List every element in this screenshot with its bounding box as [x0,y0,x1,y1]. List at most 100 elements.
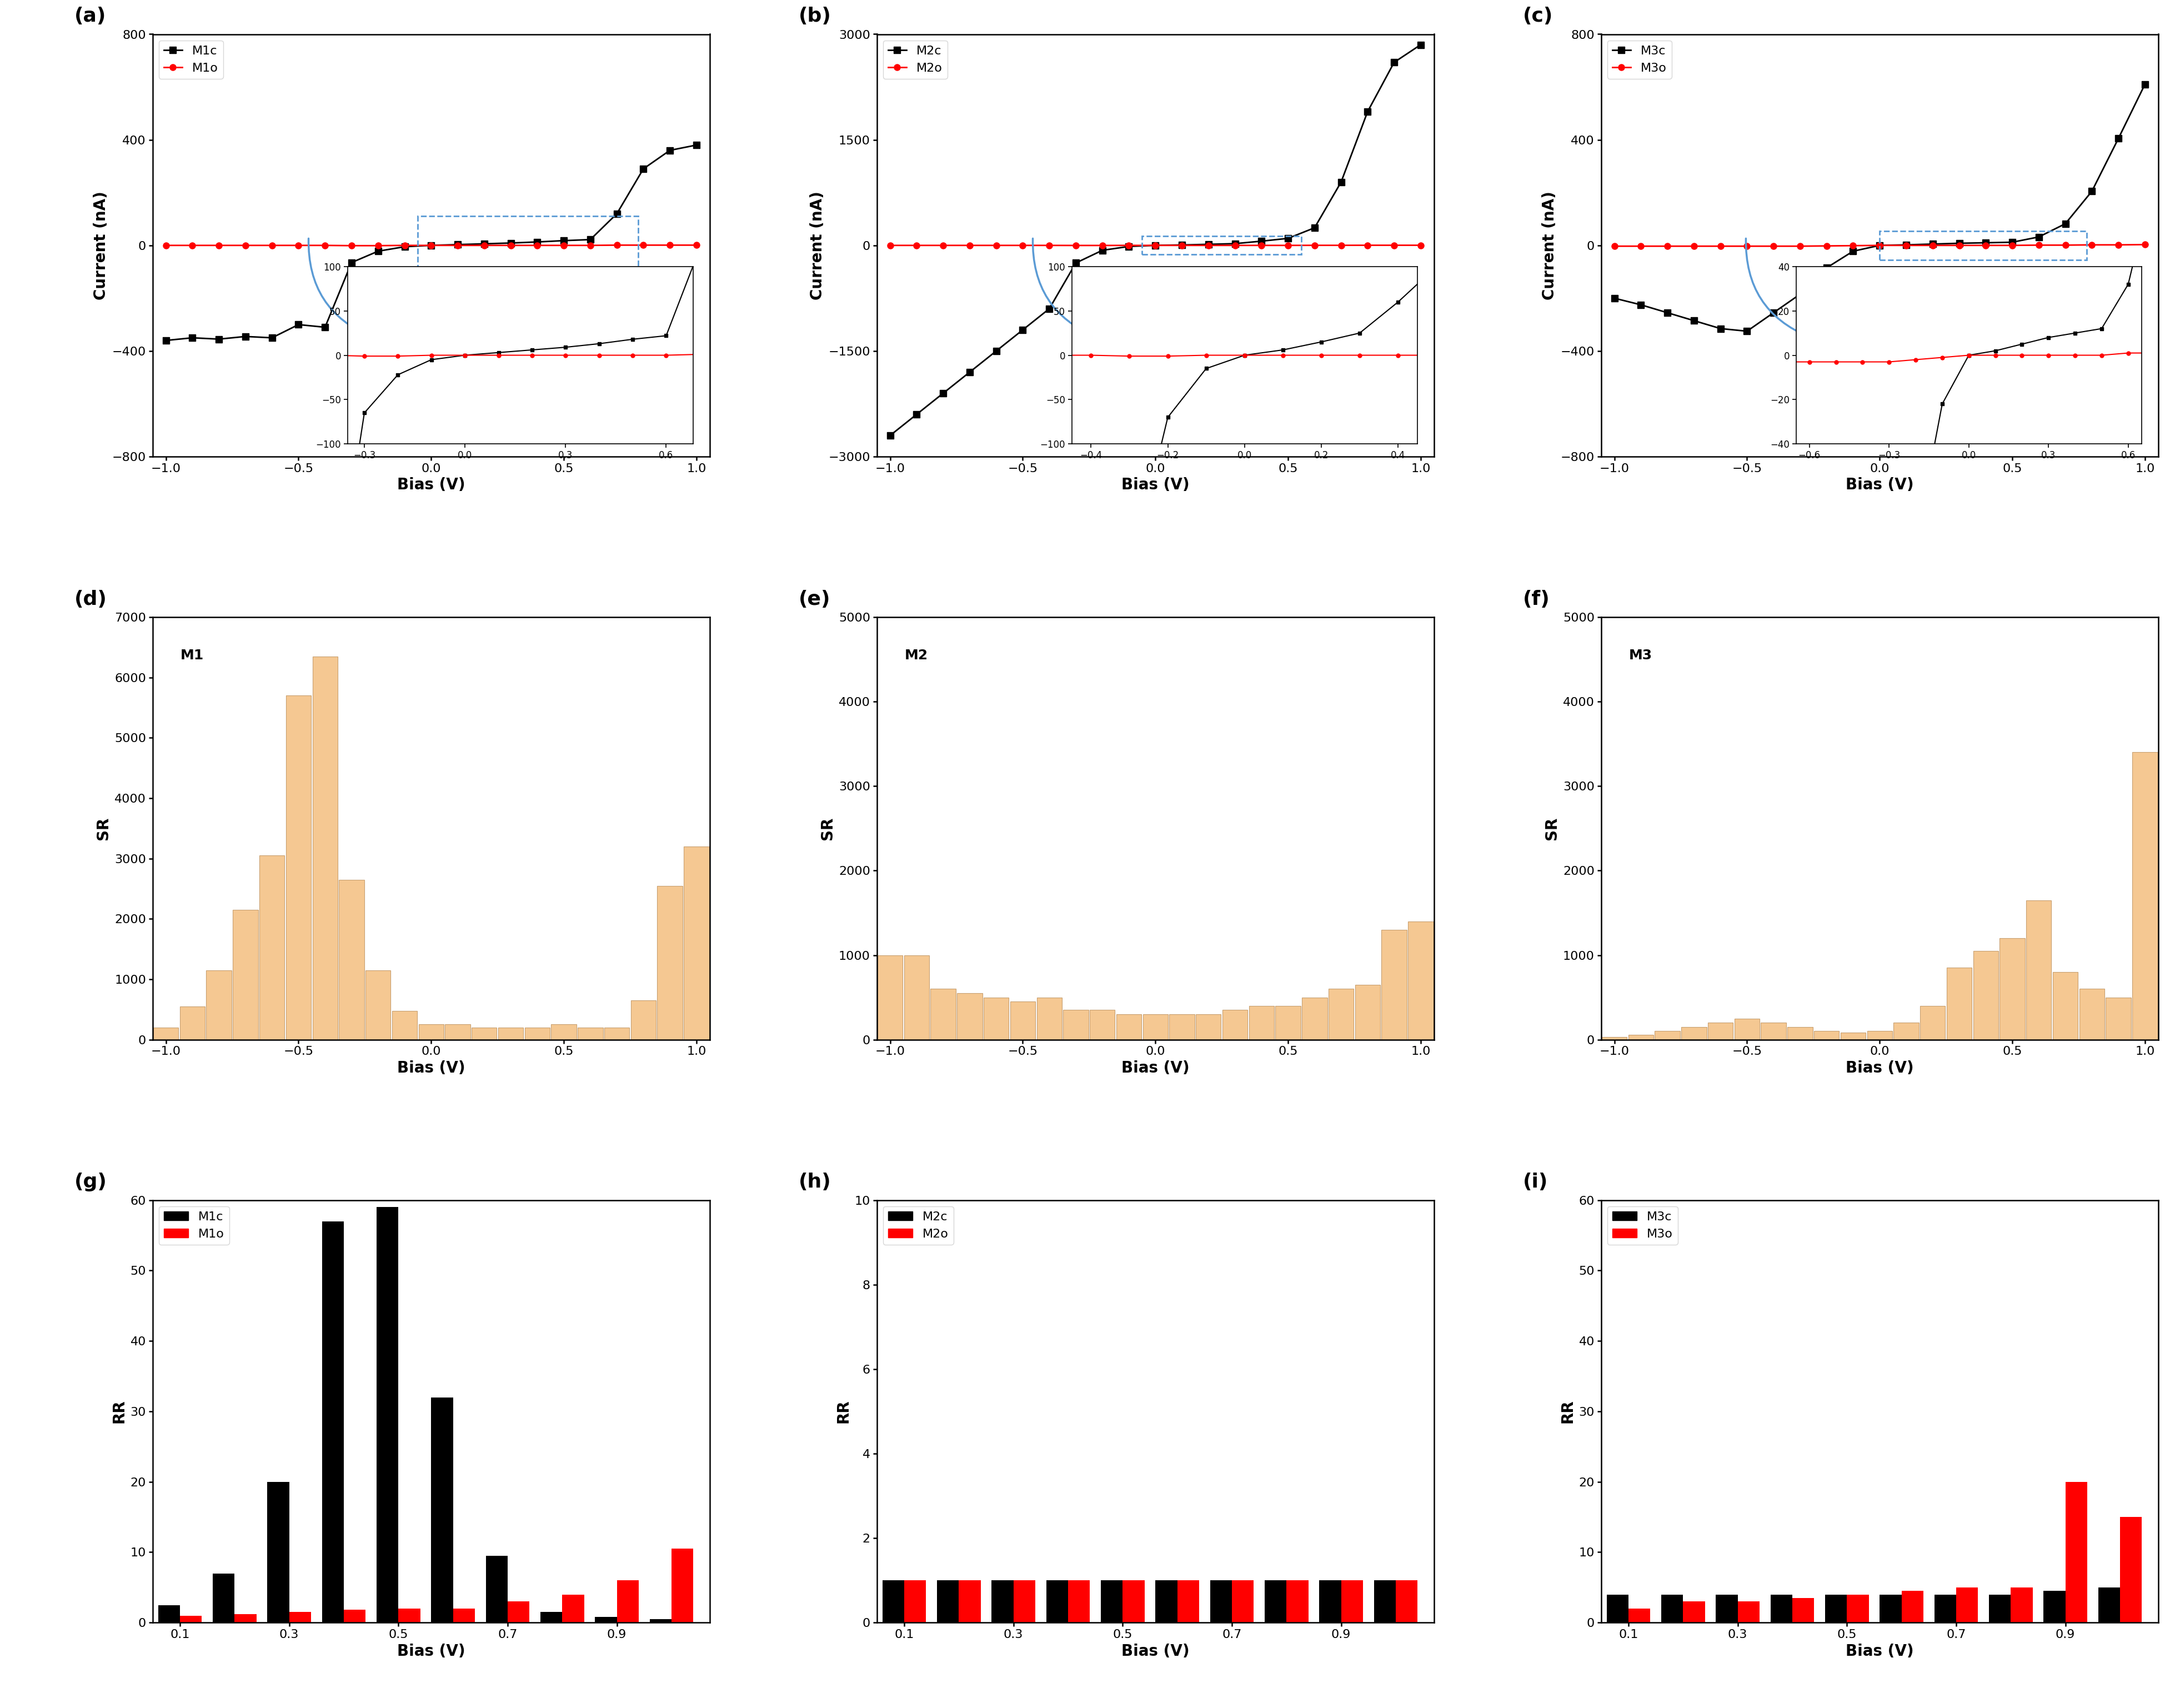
M3c [1892,234,1918,254]
M1c [179,328,205,348]
M2o [1009,236,1036,256]
Bar [1009,1001,1036,1040]
Bar [259,856,286,1040]
X-axis label: Bias (V): Bias (V) [1846,1643,1914,1658]
Bar [2132,752,2158,1040]
M2c [1116,236,1142,256]
M1c [604,203,630,224]
Bar [685,847,708,1040]
Bar [286,695,312,1040]
M1o [312,236,338,256]
Text: (i): (i) [1524,1173,1548,1192]
Y-axis label: SR: SR [96,816,111,840]
M2c [1408,34,1434,55]
Bar [1973,951,1999,1040]
Bar [541,1612,562,1623]
Bar [1879,1595,1901,1623]
M1c [286,314,312,335]
M2c [1062,253,1088,273]
M2o [1249,236,1275,256]
M1o [497,236,523,256]
M2o [1408,236,1434,256]
M2o [931,236,957,256]
Bar [1737,1602,1759,1623]
M1o [179,236,205,256]
Bar [1142,1015,1168,1040]
Bar [1921,1006,1945,1040]
Text: (c): (c) [1524,7,1554,26]
M3o [1892,236,1918,256]
M2o [1382,236,1408,256]
Text: (b): (b) [798,7,831,26]
Bar [1373,1580,1395,1623]
Bar [1607,1595,1628,1623]
M1c [233,326,259,347]
M3c [1999,232,2025,253]
M3o [1866,236,1892,256]
Bar [1408,921,1432,1040]
Bar [312,656,338,1040]
Text: (d): (d) [74,589,107,608]
X-axis label: Bias (V): Bias (V) [397,1643,464,1658]
M2c [1354,101,1380,121]
Bar [552,1025,576,1040]
M2c [1382,51,1408,72]
Bar [2119,1517,2141,1623]
Bar [2025,900,2051,1040]
Bar [1655,1032,1681,1040]
Bar [1988,1595,2010,1623]
Bar [1792,1599,1814,1623]
M1c [392,236,419,256]
Bar [1101,1580,1123,1623]
Bar [1223,1009,1247,1040]
M3c [2080,181,2106,202]
M3c [2025,227,2051,248]
M3c [2051,214,2078,234]
M1c [682,135,709,155]
M3c [1866,236,1892,256]
Bar [630,1001,656,1040]
M3c [1628,294,1655,314]
Bar [1123,1580,1144,1623]
Bar [1770,1595,1792,1623]
Bar [2106,997,2132,1040]
Bar [1286,1580,1308,1623]
M3c [1947,232,1973,253]
Text: (h): (h) [798,1173,831,1192]
M3c [1921,234,1947,254]
Bar [650,1619,671,1623]
M1c [364,241,390,261]
M3c [1602,289,1628,309]
M2o [1116,236,1142,256]
M2c [876,425,903,446]
Bar [399,1609,421,1623]
M1c [312,318,338,338]
M1o [364,236,390,256]
X-axis label: Bias (V): Bias (V) [1121,1643,1190,1658]
M2c [1223,234,1249,254]
Bar [1716,1595,1737,1623]
M1o [419,236,445,256]
M3c [1681,311,1707,331]
M1o [286,236,312,256]
M3o [2080,234,2106,254]
Bar [1825,1595,1846,1623]
Bar [1068,1580,1090,1623]
Y-axis label: Current (nA): Current (nA) [1541,191,1557,301]
M3o [1655,236,1681,256]
Bar [214,1573,235,1623]
Bar [432,1397,453,1623]
Bar [338,880,364,1040]
M2c [1328,173,1354,193]
Bar [617,1580,639,1623]
M2c [903,405,929,425]
M3o [1973,236,1999,256]
M2c [1275,229,1301,249]
Line: M2o: M2o [887,243,1424,249]
Bar [159,1606,181,1623]
M3o [2051,236,2078,256]
Bar [1879,231,2086,260]
Bar [2080,989,2104,1040]
Bar [419,217,639,275]
Bar [1210,1580,1232,1623]
